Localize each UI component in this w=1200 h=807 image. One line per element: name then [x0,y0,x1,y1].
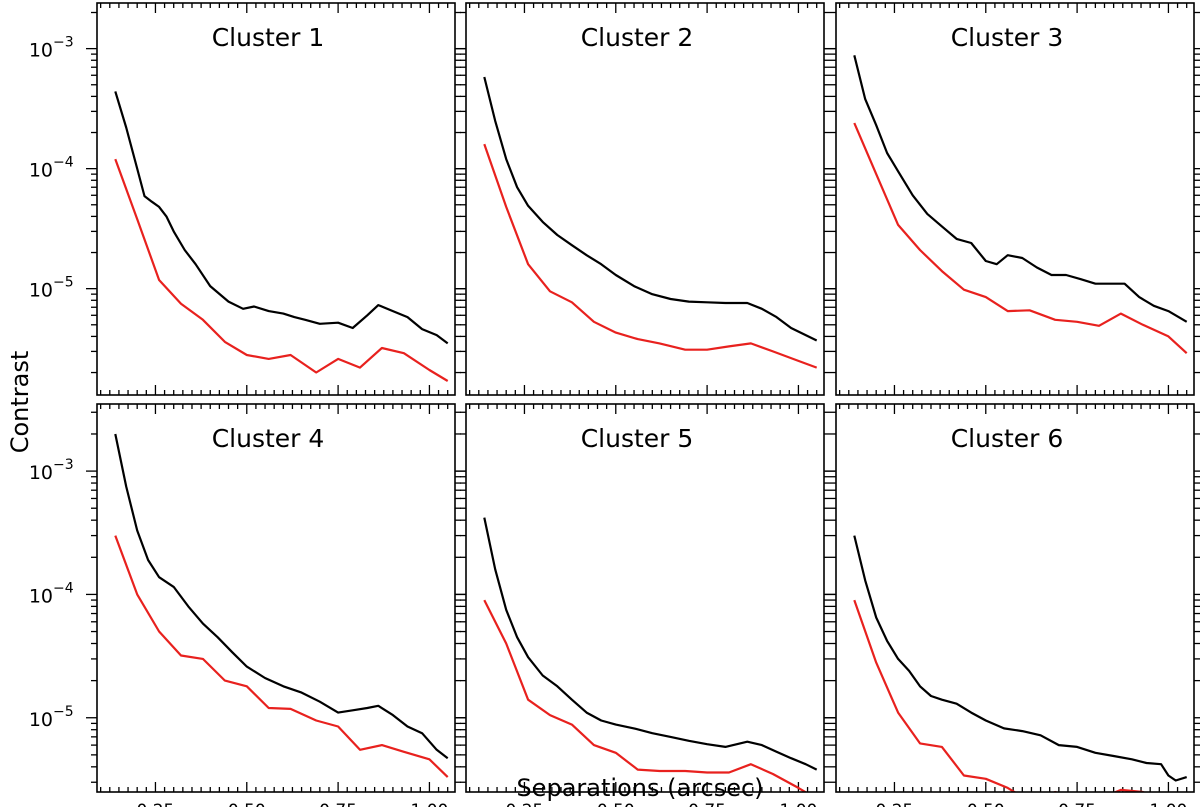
y-tick-label-exponent: −5 [53,704,74,720]
series-line-black [853,55,1188,323]
y-tick-label: 10 [29,462,53,484]
y-tick-label: 10 [29,709,53,731]
panel-title: Cluster 1 [212,23,325,52]
y-axis-label: Contrast [6,351,34,454]
y-tick-label: 10 [29,160,53,182]
y-tick-label-exponent: −5 [53,275,74,291]
panel-2: Cluster 2 [455,2,835,396]
series-line-red [853,122,1188,355]
panels-group: Cluster 110−510−410−3 Cluster 2 Cluster 3C… [29,2,1200,807]
series-line-red [114,158,449,382]
y-tick-label-exponent: −3 [53,35,74,51]
panel-1: Cluster 110−510−410−3 [29,2,466,396]
y-tick-label-exponent: −4 [53,580,74,596]
x-tick-label: 0.75 [1058,801,1096,807]
panel-frame [465,2,825,396]
y-tick-label: 10 [29,585,53,607]
panel-3: Cluster 3 [825,2,1200,396]
x-tick-label: 1.00 [410,801,448,807]
series-line-black [853,535,1188,782]
panel-frame [465,403,825,793]
x-axis-label: Separations (arcsec) [516,774,763,802]
x-tick-label: 1.00 [779,801,817,807]
x-tick-label: 0.50 [967,801,1005,807]
series-line-red [483,143,818,369]
panel-4: Cluster 410−510−410−30.250.500.751.00 [29,403,466,807]
x-tick-label: 0.75 [319,801,357,807]
x-tick-label: 0.25 [876,801,914,807]
y-tick-label-exponent: −4 [53,155,74,171]
panel-5: Cluster 5 0.25 0.50 0.75 1.00 [455,403,835,807]
x-tick-label: 0.50 [597,801,635,807]
panel-title: Cluster 6 [951,424,1064,453]
series-line-red [853,599,1146,792]
x-tick-label: 1.00 [1149,801,1187,807]
series-line-black [114,91,449,345]
panel-frame [96,2,456,396]
x-tick-label: 0.75 [688,801,726,807]
x-tick-label: 0.25 [137,801,175,807]
series-line-black [483,517,818,771]
panel-title: Cluster 3 [951,23,1064,52]
panel-frame [835,2,1195,396]
x-tick-label: 0.50 [228,801,266,807]
panel-6: Cluster 6 0.25 0.50 0.75 1.00 [825,403,1200,807]
y-tick-label: 10 [29,40,53,62]
panel-frame [96,403,456,793]
x-tick-label: 0.25 [506,801,544,807]
panel-frame [835,403,1195,793]
series-line-black [114,433,449,760]
series-line-black [483,76,818,342]
series-line-red [483,599,808,792]
y-tick-label: 10 [29,280,53,302]
panel-title: Cluster 5 [581,424,694,453]
panel-title: Cluster 2 [581,23,694,52]
y-tick-label-exponent: −3 [53,457,74,473]
panel-title: Cluster 4 [212,424,325,453]
series-line-red [114,535,449,778]
